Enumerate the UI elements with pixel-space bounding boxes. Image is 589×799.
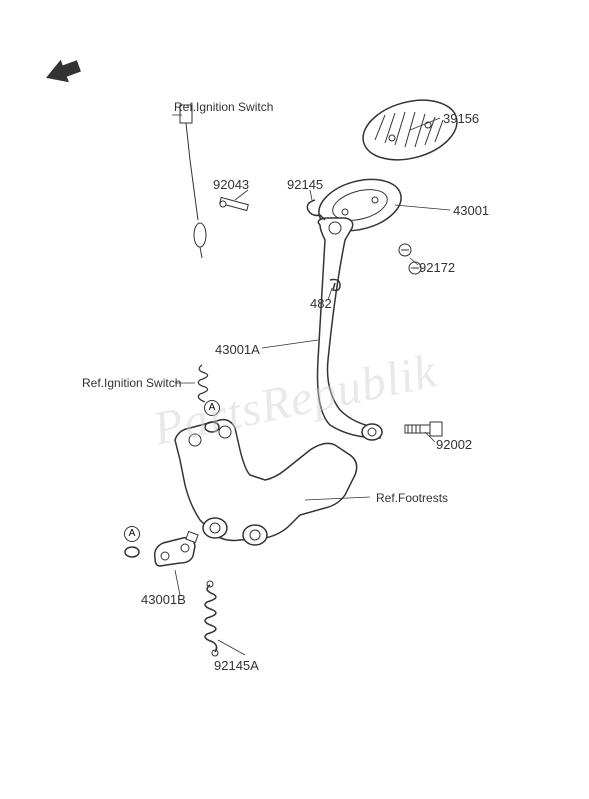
marker-A-bottom: A [124, 526, 140, 542]
spring-large-part [195, 580, 235, 660]
label-482: 482 [310, 296, 332, 311]
label-39156: 39156 [443, 111, 479, 126]
bracket-small-part [145, 528, 205, 578]
marker-A-top: A [204, 400, 220, 416]
ref-ignition-top: Ref.Ignition Switch [174, 100, 273, 114]
label-43001B: 43001B [141, 592, 186, 607]
washer-bottom-part [122, 542, 142, 562]
direction-arrow [40, 52, 90, 92]
label-92002: 92002 [436, 437, 472, 452]
label-43001: 43001 [453, 203, 489, 218]
label-92145A: 92145A [214, 658, 259, 673]
pin-part [215, 195, 255, 215]
ref-footrests: Ref.Footrests [376, 491, 448, 505]
ref-ignition-mid: Ref.Ignition Switch [82, 376, 181, 390]
spring-small-part [300, 195, 330, 225]
clip-part [325, 275, 345, 295]
parts-diagram: 39156 43001 92043 92145 92172 482 43001A… [0, 0, 589, 799]
label-92172: 92172 [419, 260, 455, 275]
ignition-wire-part [160, 100, 220, 260]
label-92043: 92043 [213, 177, 249, 192]
label-43001A: 43001A [215, 342, 260, 357]
washer-top-part [202, 417, 222, 437]
pedal-pad-part [350, 90, 470, 170]
label-92145: 92145 [287, 177, 323, 192]
